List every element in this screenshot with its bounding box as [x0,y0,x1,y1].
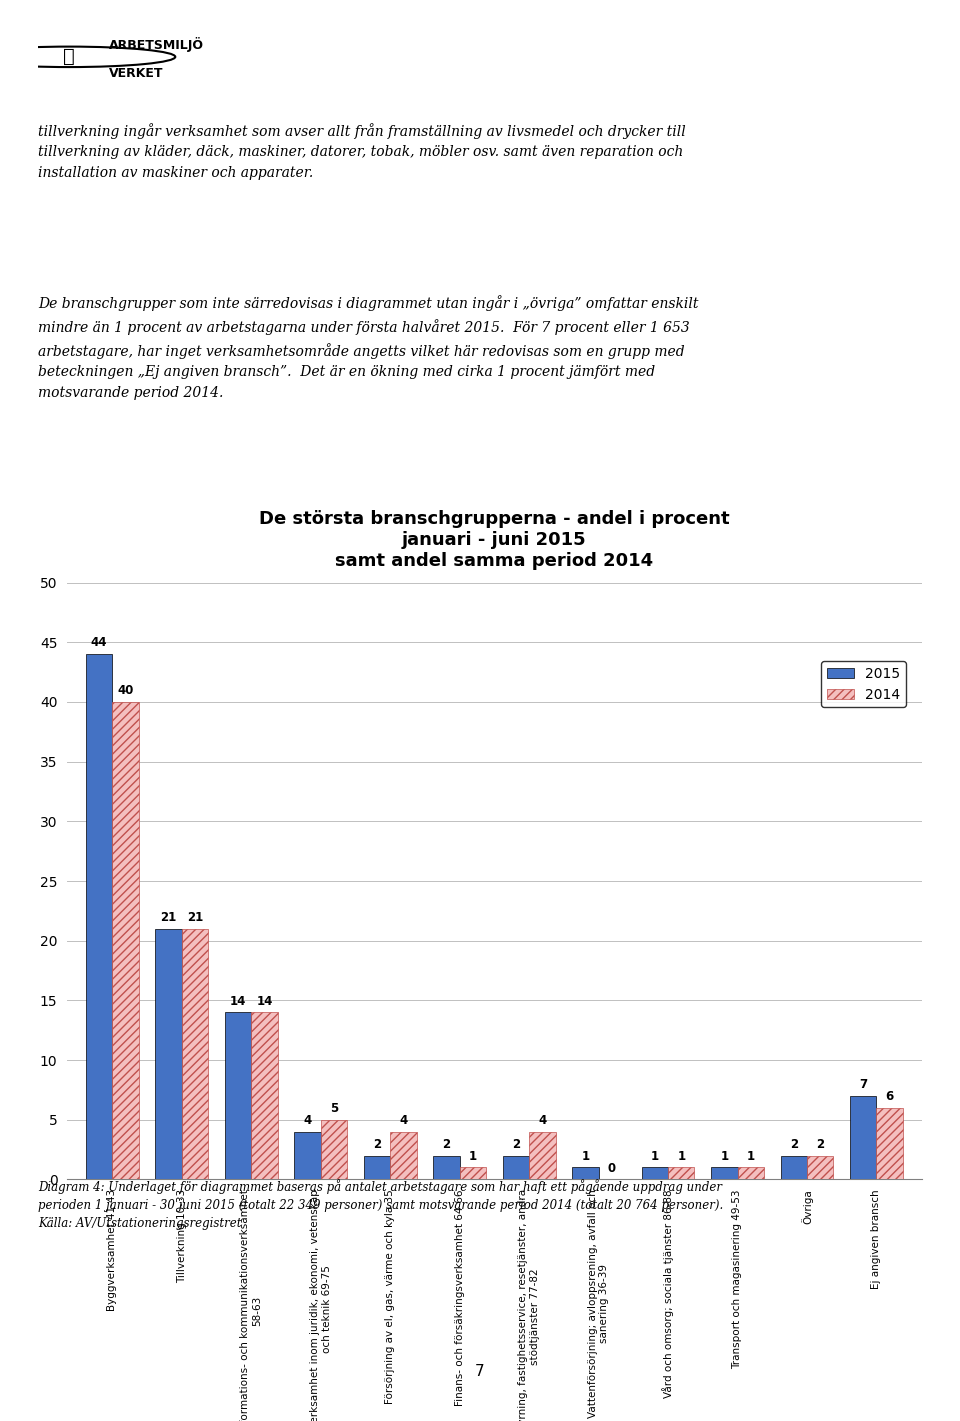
Text: 7: 7 [859,1079,867,1091]
Circle shape [0,47,176,67]
Text: 2: 2 [816,1138,825,1151]
Bar [572,1168,599,1179]
Bar [295,1131,321,1179]
Legend: 2015, 2014: 2015, 2014 [821,661,906,708]
Bar [876,1108,902,1179]
Bar [460,1168,486,1179]
Text: 2: 2 [443,1138,450,1151]
Bar [529,1131,556,1179]
Text: 4: 4 [539,1114,546,1127]
Bar [641,1168,668,1179]
Text: 2: 2 [512,1138,520,1151]
Text: 7: 7 [475,1364,485,1378]
Text: 2: 2 [372,1138,381,1151]
Text: 21: 21 [187,911,204,924]
Text: 1: 1 [651,1150,659,1162]
Text: 4: 4 [399,1114,408,1127]
Bar [850,1096,876,1179]
Text: 0: 0 [608,1161,616,1175]
Bar [433,1155,460,1179]
Text: VERKET: VERKET [109,67,163,81]
Bar [390,1131,417,1179]
Text: Diagram 4: Underlaget för diagrammet baseras på antalet arbetstagare som har haf: Diagram 4: Underlaget för diagrammet bas… [38,1179,724,1231]
Text: 21: 21 [160,911,177,924]
Text: 5: 5 [330,1101,338,1115]
Text: 2: 2 [790,1138,798,1151]
Bar [807,1155,833,1179]
Text: 40: 40 [117,684,133,698]
Bar [737,1168,764,1179]
Text: 1: 1 [582,1150,589,1162]
Bar [225,1012,252,1179]
Text: 1: 1 [720,1150,729,1162]
Text: 4: 4 [303,1114,312,1127]
Bar [156,929,181,1179]
Text: 14: 14 [229,995,247,1007]
Bar [780,1155,807,1179]
Bar [364,1155,390,1179]
Text: 6: 6 [885,1090,894,1103]
Text: 1: 1 [747,1150,755,1162]
Bar [252,1012,277,1179]
Bar [668,1168,694,1179]
Bar [86,654,112,1179]
Text: ARBETSMILJÖ: ARBETSMILJÖ [109,37,204,51]
Bar [321,1120,348,1179]
Text: De branschgrupper som inte särredovisas i diagrammet utan ingår i „övriga” omfat: De branschgrupper som inte särredovisas … [38,296,699,399]
Text: 1: 1 [677,1150,685,1162]
Text: tillverkning ingår verksamhet som avser allt från framställning av livsmedel och: tillverkning ingår verksamhet som avser … [38,122,686,180]
Bar [503,1155,529,1179]
Bar [181,929,208,1179]
Title: De största branschgrupperna - andel i procent
januari - juni 2015
samt andel sam: De största branschgrupperna - andel i pr… [259,510,730,570]
Text: 1: 1 [468,1150,477,1162]
Text: 14: 14 [256,995,273,1007]
Bar [112,702,139,1179]
Text: 44: 44 [91,637,108,649]
Text: 👑: 👑 [63,47,75,67]
Bar [711,1168,737,1179]
